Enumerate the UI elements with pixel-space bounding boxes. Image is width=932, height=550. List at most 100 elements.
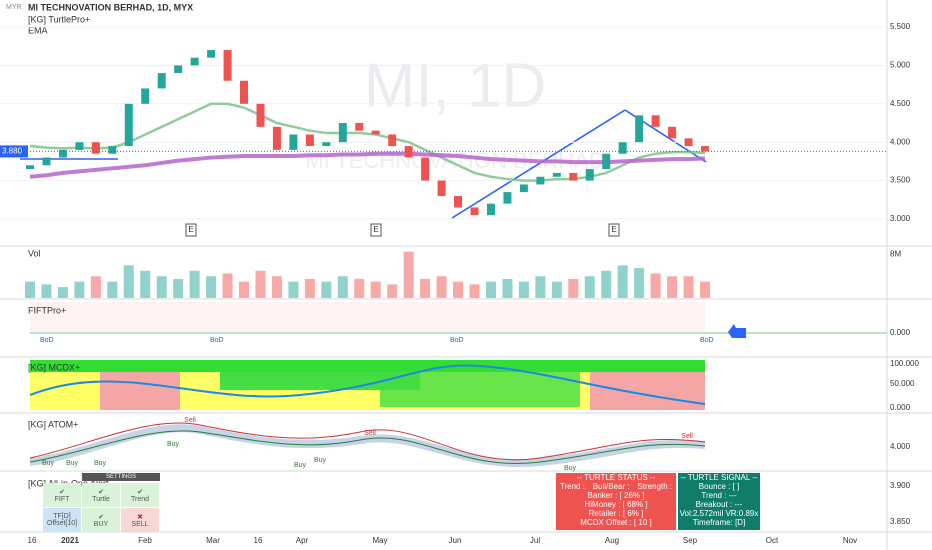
y-tick-label: 0.000: [890, 403, 911, 412]
atom-line: [29, 430, 706, 464]
candle: [437, 180, 446, 196]
signal-line: Trend : ---: [701, 491, 737, 500]
settings-icon: ✖: [137, 513, 143, 521]
volume-bar: [222, 273, 233, 298]
settings-label: BUY: [93, 520, 109, 528]
volume-bar: [74, 281, 85, 298]
candle: [569, 172, 578, 181]
volume-bar: [502, 278, 513, 298]
settings-cell: ✔ BUY: [82, 508, 120, 532]
y-tick-label: 50.000: [890, 379, 915, 388]
volume-bar: [321, 281, 332, 298]
settings-cell: ✖ SELL: [121, 508, 159, 532]
atom-line: [29, 422, 706, 461]
pane-label: FIFTPro+: [28, 305, 66, 315]
candle: [684, 138, 693, 147]
x-tick-label: Apr: [296, 536, 309, 545]
candle: [536, 176, 545, 185]
volume-bar: [239, 281, 250, 298]
status-row: Trend : Bull/Bear : Strength :: [556, 482, 676, 491]
y-tick-label: 3.850: [890, 517, 911, 526]
title: MI TECHNOVATION BERHAD, 1D, MYX: [28, 2, 193, 12]
volume-bar: [453, 281, 464, 298]
x-tick-label: Mar: [206, 536, 220, 545]
x-tick-label: Jul: [530, 536, 540, 545]
signal-title: -- TURTLE SIGNAL --: [680, 473, 758, 482]
candle: [108, 146, 117, 154]
candle: [355, 123, 364, 131]
volume-bar: [337, 276, 348, 298]
candle: [190, 57, 199, 66]
status-lines: Banker : [ 26% ] HiMoney : [ 68% ] Retaile…: [556, 491, 676, 527]
y-tick-label: 4.000: [890, 137, 911, 146]
atom-signal: Sell: [364, 430, 376, 437]
volume-bar: [173, 278, 184, 298]
earnings-marker: E: [188, 225, 193, 234]
thumb-icon: [728, 324, 746, 338]
y-tick-label: 4.000: [890, 442, 911, 451]
status-item: Bull/Bear :: [592, 482, 630, 491]
turtle-status: -- TURTLE STATUS -- Trend : Bull/Bear : …: [556, 473, 676, 530]
candle: [486, 203, 495, 216]
fift-marker: BoD: [700, 337, 714, 344]
candle: [272, 126, 281, 150]
y-tick-label: 0.000: [890, 328, 911, 337]
candle: [42, 157, 51, 166]
pane-label: [KG] MCDX+: [28, 362, 80, 372]
y-tick-label: 3.900: [890, 481, 911, 490]
mcdx-line: [29, 364, 706, 405]
mcdx-red: [590, 372, 705, 410]
x-tick-label: Aug: [605, 536, 619, 545]
status-title: -- TURTLE STATUS --: [576, 473, 656, 482]
status-item: Strength :: [637, 482, 673, 491]
candle: [338, 123, 347, 143]
atom-signal: Buy: [167, 441, 180, 448]
y-tick-label: 4.500: [890, 99, 911, 108]
volume-bar: [41, 284, 52, 298]
candle: [124, 103, 133, 147]
candle: [585, 169, 594, 181]
x-tick-label: 16: [254, 536, 263, 545]
watermark: MI, 1D: [364, 51, 547, 120]
fift-marker: BoD: [450, 337, 464, 344]
volume-bar: [403, 251, 414, 298]
status-item: Trend :: [559, 482, 585, 491]
candle: [322, 142, 331, 147]
settings-label: SELL: [131, 520, 149, 528]
volume-bar: [387, 284, 398, 298]
volume-bar: [650, 273, 661, 298]
volume-bar: [485, 281, 496, 298]
volume-bar: [156, 276, 167, 298]
mcdx-band: [380, 372, 580, 407]
earnings-box: [185, 223, 197, 237]
candle: [503, 192, 512, 204]
signal-line: Bounce : [ ]: [698, 482, 740, 491]
atom-signal: Buy: [66, 460, 79, 467]
candle: [635, 115, 644, 143]
candle: [256, 103, 265, 127]
last-price-label: 3.880: [2, 147, 23, 156]
y-tick-label: 8M: [890, 250, 901, 259]
volume-bar: [584, 276, 595, 298]
candle: [157, 73, 166, 89]
candle: [240, 80, 249, 104]
candle: [223, 50, 232, 81]
settings-label: TF[D] Offset[10]: [46, 513, 78, 527]
settings-cell: ✔ Turtle: [82, 483, 120, 507]
volume-bar: [436, 276, 447, 298]
pane-label: Vol: [28, 248, 41, 258]
volume-bar: [535, 276, 546, 298]
settings-icon: ✔: [98, 513, 104, 521]
atom-signal: Buy: [294, 462, 307, 469]
candle: [668, 126, 677, 139]
settings-cell: TF[D] Offset[10]: [43, 508, 81, 532]
earnings-box: [608, 223, 620, 237]
volume-bar: [683, 276, 694, 298]
atom-signal: Buy: [564, 465, 577, 472]
candle: [552, 172, 561, 177]
last-price-box: [0, 145, 28, 158]
atom-signal: Sell: [184, 417, 196, 424]
x-tick-label: 16: [28, 536, 37, 545]
